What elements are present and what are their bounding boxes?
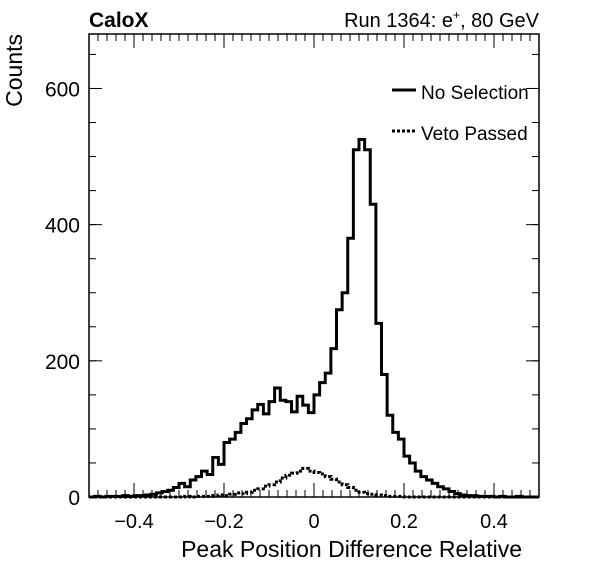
- x-tick-label: 0: [308, 511, 319, 533]
- legend-label-no-selection: No Selection: [421, 83, 529, 104]
- series-line-no-selection: [89, 138, 539, 499]
- x-axis-label: Peak Position Difference Relative: [181, 536, 522, 562]
- tick-labels: −0.4 −0.2 0 0.2 0.4 0 200 400 600: [45, 78, 508, 533]
- x-tick-label: 0.4: [480, 511, 508, 533]
- legend: No Selection Veto Passed: [392, 83, 529, 145]
- run-label: Run 1364: e+, 80 GeV: [344, 8, 540, 32]
- y-tick-label: 400: [45, 215, 80, 238]
- x-tick-label: 0.2: [390, 511, 418, 533]
- run-label-prefix: Run 1364: e: [344, 10, 453, 32]
- legend-label-veto-passed: Veto Passed: [421, 124, 528, 145]
- run-label-superscript: +: [453, 8, 460, 22]
- x-tick-label: −0.4: [114, 511, 153, 533]
- plot-frame: [88, 33, 540, 498]
- experiment-label: CaloX: [89, 9, 149, 32]
- x-tick-label: −0.2: [204, 511, 243, 533]
- y-axis-label: Counts: [1, 34, 27, 107]
- run-label-suffix: , 80 GeV: [460, 10, 540, 32]
- y-tick-label: 200: [45, 351, 80, 374]
- y-tick-label: 600: [45, 78, 80, 101]
- y-tick-label: 0: [68, 487, 80, 510]
